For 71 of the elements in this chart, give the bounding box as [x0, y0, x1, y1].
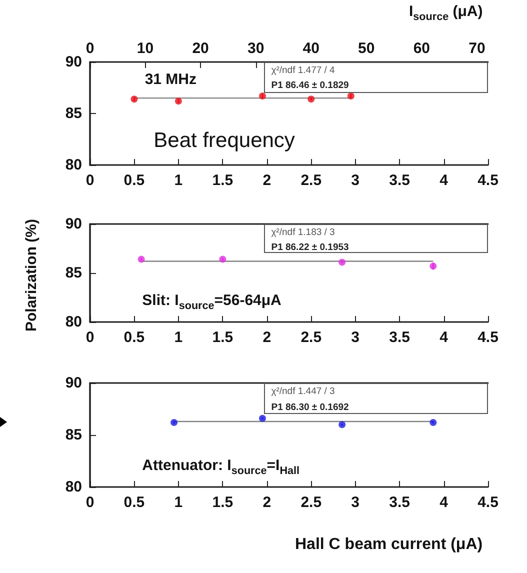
annotation: χ²/ndf 1.183 / 3: [271, 227, 335, 238]
x-tick-label: 3: [351, 172, 360, 189]
annotation: χ²/ndf 1.477 / 4: [271, 65, 335, 76]
x-tick-label: 1: [174, 494, 183, 511]
x-tick-label: 2.5: [300, 494, 322, 511]
x-tick-label: 1.5: [212, 494, 234, 511]
x-tick-label: 1: [174, 172, 183, 189]
x-tick-label: 3: [351, 329, 360, 346]
x-tick-label: 4: [440, 494, 449, 511]
x2-tick-label: 50: [358, 40, 375, 57]
annotation: 31 MHz: [144, 71, 197, 89]
x-tick-label: 0.5: [124, 329, 145, 346]
annotation: Beat frequency: [154, 128, 295, 152]
point: [170, 419, 178, 426]
stats-box: χ²/ndf 1.447 / 3 P1 86.30 ± 0.1692: [264, 383, 488, 414]
y-tick-label: 90: [65, 216, 82, 232]
x-tick-label: 2: [262, 172, 272, 189]
x-tick-label: 4: [440, 329, 449, 346]
x-tick-label: 4.5: [478, 329, 498, 346]
x2-tick-label: 60: [413, 40, 430, 57]
point: [258, 414, 266, 422]
x-tick-label: 2: [262, 494, 272, 511]
x-tick-label: 0: [86, 329, 94, 346]
x-tick-label: 2.5: [300, 172, 322, 189]
x2-axis-title: I$_{source}$ (μA): [409, 3, 483, 24]
point: [219, 256, 226, 263]
x-tick-label: 1: [174, 329, 183, 346]
stats-box: χ²/ndf 1.183 / 3 P1 86.22 ± 0.1953: [264, 224, 488, 254]
x2-tick-label: 0: [86, 40, 94, 57]
annotation: χ²/ndf 1.447 / 3: [271, 386, 335, 397]
annotation: Attenuator: I$_{source}$=I$_{Hall}$: [142, 457, 300, 478]
x-tick-label: 3.5: [389, 172, 410, 189]
x-tick-label: 0.5: [124, 172, 145, 189]
x-tick-label: 2: [262, 329, 272, 346]
annotation: P1 86.30 ± 0.1692: [271, 402, 349, 413]
x2-tick-label: 20: [192, 40, 209, 57]
y-tick-label: 85: [65, 105, 82, 122]
x-tick-label: 3.5: [389, 329, 410, 346]
x2-tick-label: 30: [247, 40, 264, 57]
point: [430, 419, 437, 426]
point: [430, 262, 437, 270]
y-tick-label: 90: [65, 54, 82, 70]
y-tick-label: 85: [65, 426, 82, 444]
x-tick-label: 1.5: [212, 172, 234, 189]
x-tick-label: 0.5: [124, 494, 145, 511]
x2-tick-label: 40: [302, 40, 320, 57]
annotation: Slit: I$_{source}$=56-64μA: [142, 292, 282, 314]
x-tick-label: 0: [86, 494, 94, 511]
annotation: P1 86.22 ± 0.1953: [271, 242, 349, 253]
stats-box: χ²/ndf 1.477 / 4 P1 86.46 ± 0.1829: [264, 62, 488, 93]
x2-tick-label: 70: [468, 40, 486, 57]
x-tick-label: 3: [351, 494, 360, 511]
point: [338, 421, 346, 428]
y-tick-label: 80: [65, 314, 82, 330]
x-tick-label: 4: [440, 172, 449, 189]
x2-tick-label: 10: [136, 40, 154, 57]
point: [338, 258, 346, 266]
x-axis-title: Hall C beam current (μA): [295, 536, 483, 554]
point: [138, 256, 145, 263]
y-tick-label: 90: [65, 374, 82, 392]
y-tick-label: 85: [65, 264, 82, 282]
x-tick-label: 3.5: [389, 494, 410, 511]
annotation: P1 86.46 ± 0.1829: [271, 80, 349, 92]
x-tick-label: 4.5: [478, 172, 498, 189]
y-tick-label: 80: [65, 156, 82, 174]
x-tick-label: 0: [86, 172, 94, 189]
y-axis-title: Polarization (%): [22, 218, 40, 332]
x-tick-label: 4.5: [478, 494, 498, 511]
x-tick-label: 1.5: [212, 329, 234, 346]
y-tick-label: 80: [65, 478, 82, 496]
x-tick-label: 2.5: [300, 329, 322, 346]
